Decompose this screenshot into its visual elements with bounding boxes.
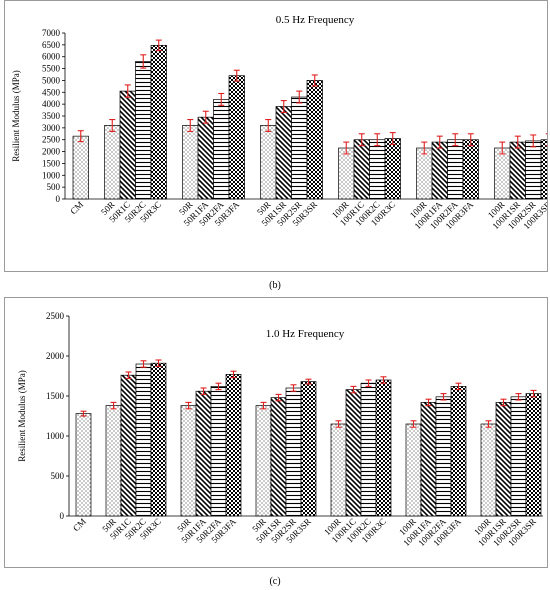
bar — [75, 413, 92, 517]
bar — [330, 423, 347, 517]
y-tick-label: 2000 — [46, 351, 65, 361]
bar — [135, 363, 152, 517]
bar — [255, 405, 272, 517]
bar — [494, 147, 511, 200]
y-tick-label: 5500 — [42, 64, 61, 74]
y-tick-label: 2000 — [42, 147, 61, 157]
bar — [306, 80, 323, 200]
bar — [435, 396, 452, 517]
chart-05hz: 0.5 Hz Frequency Resilient Modulus (MPa) 0… — [11, 14, 550, 231]
bar — [540, 139, 550, 200]
bar — [197, 116, 214, 200]
y-axis-label: Resilient Modulus (MPa) — [11, 70, 21, 162]
y-tick-label: 5000 — [42, 75, 61, 85]
bar — [104, 125, 121, 200]
bar — [447, 139, 464, 200]
bar — [525, 393, 542, 517]
bar — [405, 423, 422, 517]
y-tick-label: 7000 — [42, 28, 61, 38]
bar — [509, 141, 526, 200]
y-tick-label: 500 — [51, 471, 65, 481]
bar — [105, 405, 122, 517]
bar — [260, 125, 277, 200]
bar — [345, 389, 362, 517]
bar — [525, 140, 542, 200]
bar — [480, 423, 497, 517]
y-tick-label: 0 — [56, 194, 61, 204]
x-tick-label: CM — [68, 199, 85, 216]
figure-caption-c: (c) — [269, 576, 281, 587]
y-tick-label: 4000 — [42, 99, 61, 109]
chart-title: 0.5 Hz Frequency — [276, 14, 355, 26]
bar — [120, 374, 137, 517]
bar — [228, 75, 245, 200]
bar — [369, 139, 386, 200]
bar — [462, 139, 479, 200]
y-tick-label: 3000 — [42, 123, 61, 133]
bar — [291, 96, 308, 200]
bar — [285, 387, 302, 517]
chart-panel-05hz: 0.5 Hz Frequency Resilient Modulus (MPa) 0… — [4, 0, 550, 272]
bar — [182, 125, 199, 200]
y-tick-label: 1000 — [42, 170, 61, 180]
bar — [213, 99, 230, 200]
bar — [495, 402, 512, 517]
bar — [180, 405, 197, 517]
y-tick-label: 2500 — [46, 311, 65, 321]
bar — [420, 402, 437, 517]
chart-panel-10hz: 1.0 Hz Frequency Resilient Modulus (MPa) 0… — [4, 297, 548, 568]
bar — [210, 386, 227, 517]
bar — [195, 390, 212, 517]
bar — [270, 397, 287, 517]
y-tick-label: 500 — [47, 182, 61, 192]
y-tick-label: 3500 — [42, 111, 61, 121]
bar — [150, 44, 167, 200]
bar — [431, 141, 448, 200]
y-tick-label: 6500 — [42, 40, 61, 50]
bar — [375, 379, 392, 517]
y-tick-label: 2500 — [42, 135, 61, 145]
figure-caption-b: (b) — [269, 280, 281, 291]
y-tick-label: 1500 — [46, 391, 65, 401]
bar — [225, 374, 242, 517]
bar — [360, 382, 377, 517]
bar — [119, 90, 136, 200]
bar — [135, 61, 152, 200]
bar — [510, 396, 527, 517]
y-tick-label: 1500 — [42, 158, 61, 168]
y-tick-label: 1000 — [46, 431, 65, 441]
bar — [300, 381, 317, 517]
chart-title: 1.0 Hz Frequency — [266, 328, 345, 340]
x-tick-label: CM — [71, 516, 88, 533]
bar — [150, 362, 167, 517]
bar — [450, 386, 467, 517]
y-tick-label: 6000 — [42, 52, 61, 62]
chart-10hz: 1.0 Hz Frequency Resilient Modulus (MPa) 0… — [17, 311, 543, 548]
bar — [275, 106, 292, 200]
y-axis-label: Resilient Modulus (MPa) — [17, 370, 27, 462]
bar — [72, 135, 89, 200]
bar — [338, 147, 355, 200]
bar — [416, 147, 433, 200]
bar — [353, 139, 370, 200]
y-tick-label: 0 — [60, 511, 65, 521]
y-tick-label: 4500 — [42, 87, 61, 97]
bar — [384, 138, 401, 200]
